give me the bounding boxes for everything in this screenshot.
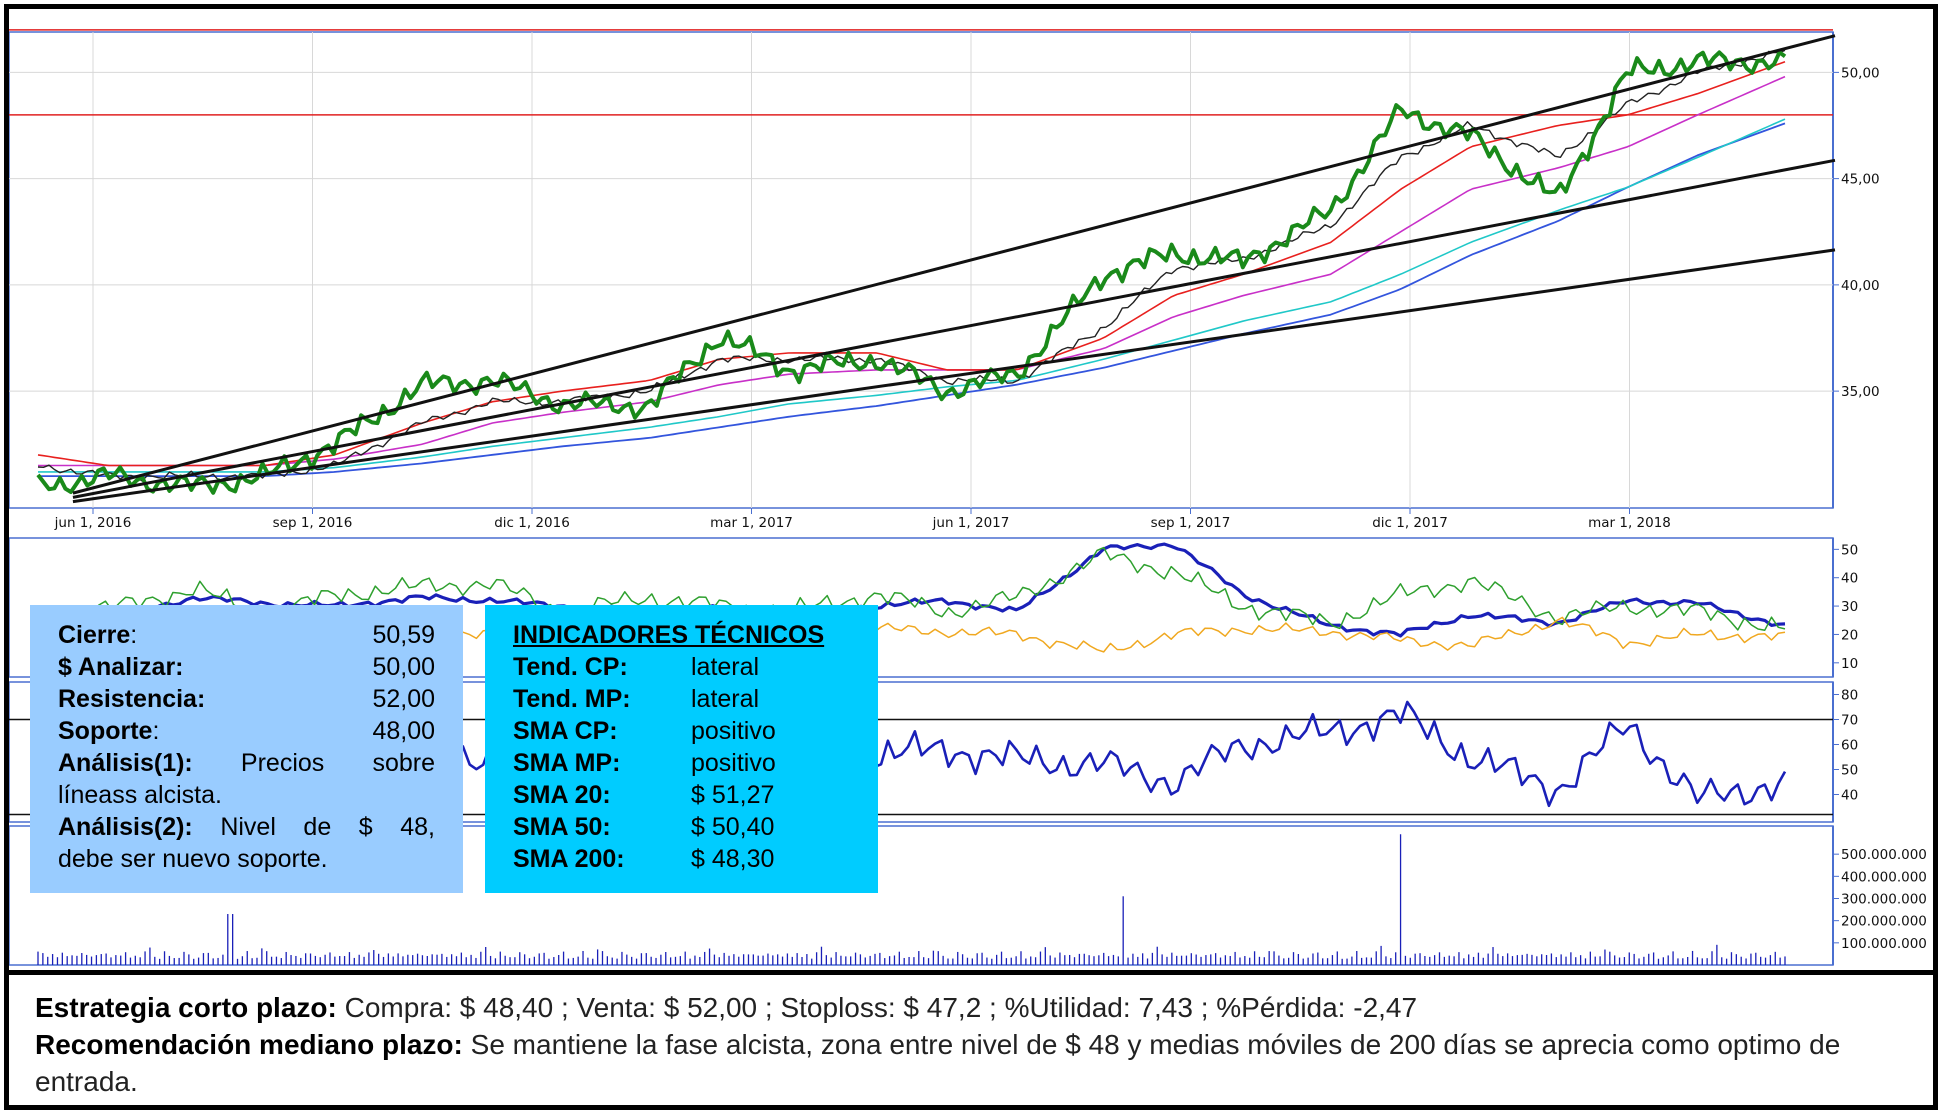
di-y-tick-label: 40 bbox=[1841, 571, 1858, 587]
indicator-row: SMA 200: $ 48,30 bbox=[513, 845, 775, 873]
di-y-tick-label: 30 bbox=[1841, 599, 1858, 615]
indicator-row: SMA CP: positivo bbox=[513, 717, 776, 745]
technical-indicators-box: INDICADORES TÉCNICOS Tend. CP: lateral Te… bbox=[485, 605, 878, 893]
analysis-1: Análisis(1): Precios sobre bbox=[58, 749, 435, 777]
price-x-tick-label: mar 1, 2018 bbox=[1588, 515, 1671, 531]
price-y-tick-label: 35,00 bbox=[1841, 384, 1880, 400]
osc-y-tick-label: 70 bbox=[1841, 713, 1858, 729]
osc-y-tick-label: 40 bbox=[1841, 788, 1858, 804]
summary-row-analyze: $ Analizar: 50,00 bbox=[58, 651, 435, 683]
vol-y-tick-label: 300.000.000 bbox=[1841, 892, 1927, 908]
strategy-footer: Estrategia corto plazo: Compra: $ 48,40 … bbox=[9, 970, 1933, 1106]
price-y-tick-label: 45,00 bbox=[1841, 172, 1880, 188]
summary-row-close: Cierre: 50,59 bbox=[58, 621, 435, 649]
price-series-2 bbox=[37, 60, 1786, 467]
trendline-2 bbox=[72, 248, 1836, 504]
price-x-tick-label: dic 1, 2017 bbox=[1372, 515, 1448, 531]
price-x-tick-label: jun 1, 2016 bbox=[54, 515, 132, 531]
price-x-tick-label: mar 1, 2017 bbox=[710, 515, 793, 531]
summary-row-support: Soporte: 48,00 bbox=[58, 717, 435, 745]
indicators-title: INDICADORES TÉCNICOS bbox=[513, 621, 825, 649]
analysis-2-cont: debe ser nuevo soporte. bbox=[58, 845, 328, 873]
close-value: 50,59 bbox=[372, 621, 435, 649]
outer-frame bbox=[4, 4, 1938, 1110]
analyze-value: 50,00 bbox=[372, 653, 435, 681]
analyze-label: $ Analizar: bbox=[58, 653, 184, 681]
analysis-2: Análisis(2): Nivel de $ 48, bbox=[58, 813, 435, 841]
vol-y-tick-label: 400.000.000 bbox=[1841, 869, 1927, 885]
price-series-5 bbox=[38, 122, 1786, 477]
resistance-value: 52,00 bbox=[372, 685, 435, 713]
price-summary-box: Cierre: 50,59 $ Analizar: 50,00 Resisten… bbox=[30, 605, 463, 893]
indicator-row: SMA 50: $ 50,40 bbox=[513, 813, 775, 841]
analysis-1-cont: líneass alcista. bbox=[58, 781, 222, 809]
medium-term-recommendation: Recomendación mediano plazo: Se mantiene… bbox=[35, 1029, 1841, 1097]
indicator-row: Tend. MP: lateral bbox=[513, 685, 760, 713]
price-x-tick-label: sep 1, 2016 bbox=[273, 515, 353, 531]
vol-y-tick-label: 200.000.000 bbox=[1841, 914, 1927, 930]
resistance-label: Resistencia: bbox=[58, 685, 206, 713]
di-y-tick-label: 50 bbox=[1841, 542, 1858, 558]
close-label: Cierre bbox=[58, 621, 131, 649]
price-x-tick-label: jun 1, 2017 bbox=[932, 515, 1010, 531]
di-y-tick-label: 10 bbox=[1841, 656, 1858, 672]
di-series-1 bbox=[37, 546, 1786, 631]
price-x-tick-label: dic 1, 2016 bbox=[494, 515, 570, 531]
osc-y-tick-label: 50 bbox=[1841, 763, 1858, 779]
di-y-tick-label: 20 bbox=[1841, 627, 1858, 643]
price-x-tick-label: sep 1, 2017 bbox=[1151, 515, 1231, 531]
osc-y-tick-label: 60 bbox=[1841, 738, 1858, 754]
indicator-row: SMA 20: $ 51,27 bbox=[513, 781, 775, 809]
price-series-4 bbox=[38, 118, 1786, 473]
indicator-row: Tend. CP: lateral bbox=[513, 653, 760, 681]
vol-y-tick-label: 100.000.000 bbox=[1841, 936, 1927, 952]
price-panel: jun 1, 2016 sep 1, 2016 dic 1, 2016 mar 1, … bbox=[8, 29, 1880, 531]
short-term-strategy: Estrategia corto plazo: Compra: $ 48,40 … bbox=[35, 992, 1418, 1023]
support-label: Soporte bbox=[58, 717, 153, 745]
osc-y-tick-label: 80 bbox=[1841, 688, 1858, 704]
vol-y-tick-label: 500.000.000 bbox=[1841, 847, 1927, 863]
price-y-tick-label: 50,00 bbox=[1841, 65, 1880, 81]
trendline-1 bbox=[72, 158, 1836, 499]
price-y-tick-label: 40,00 bbox=[1841, 278, 1880, 294]
summary-row-resistance: Resistencia: 52,00 bbox=[58, 683, 435, 715]
indicator-row: SMA MP: positivo bbox=[513, 749, 776, 777]
support-value: 48,00 bbox=[372, 717, 435, 745]
trendline-0 bbox=[72, 34, 1836, 495]
